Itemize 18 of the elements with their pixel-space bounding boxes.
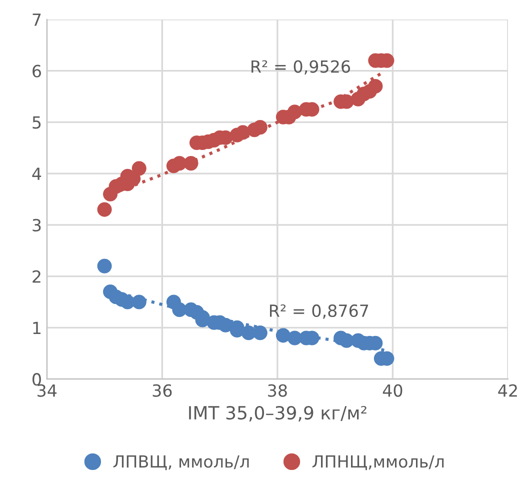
- legend-label: ЛПНЩ,ммоль/л: [312, 455, 444, 470]
- annotation: R² = 0,9526: [252, 60, 350, 75]
- x-tick-label: 36: [152, 384, 172, 397]
- y-tick-label: 4: [32, 168, 42, 180]
- x-tick-label: 38: [268, 384, 287, 397]
- y-tick-label: 0: [32, 373, 41, 386]
- x-tick-label: 40: [382, 384, 402, 397]
- annotation: R² = 0,8767: [270, 304, 368, 319]
- y-tick-label: 5: [32, 116, 41, 129]
- x-tick-label: 34: [38, 384, 57, 397]
- x-axis-title: ІМТ 35,0–39,9 кг/м²: [189, 406, 366, 422]
- legend-label: ЛПВЩ, ммоль/л: [113, 455, 249, 470]
- y-tick-label: 1: [33, 322, 40, 334]
- x-tick-label: 42: [498, 384, 517, 397]
- y-tick-label: 3: [32, 218, 41, 232]
- y-tick-label: 2: [32, 270, 40, 283]
- y-tick-label: 7: [32, 14, 41, 26]
- y-tick-label: 6: [32, 64, 41, 78]
